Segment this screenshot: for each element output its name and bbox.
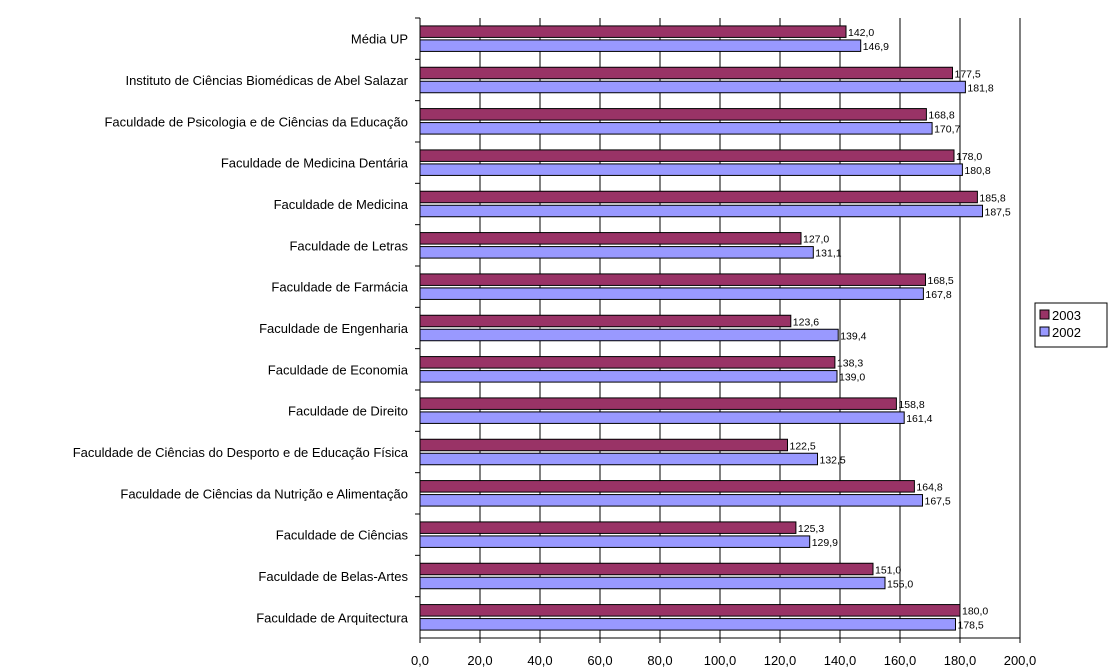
data-label-2003: 151,0 [875, 564, 901, 576]
x-tick-label: 0,0 [411, 653, 429, 668]
category-label: Faculdade de Economia [268, 362, 409, 377]
x-tick-label: 20,0 [467, 653, 492, 668]
category-label: Faculdade de Ciências do Desporto e de E… [73, 445, 409, 460]
axes [415, 17, 1021, 643]
category-label: Faculdade de Belas-Artes [258, 569, 408, 584]
data-label-2002: 181,8 [967, 82, 993, 94]
legend-label-2002: 2002 [1052, 325, 1081, 340]
category-label: Faculdade de Medicina [274, 197, 409, 212]
data-label-2003: 125,3 [798, 523, 824, 535]
bar-2003 [419, 190, 978, 204]
data-label-2003: 178,0 [956, 151, 982, 163]
data-label-2003: 123,6 [793, 316, 819, 328]
data-label-2002: 155,0 [887, 578, 913, 590]
x-tick-label: 80,0 [647, 653, 672, 668]
bar-2002 [419, 80, 966, 94]
bar-2003 [419, 356, 836, 369]
bar-2002 [419, 576, 886, 590]
bar-2002 [419, 122, 933, 135]
x-tick-label: 160,0 [884, 653, 917, 668]
x-tick-label: 60,0 [587, 653, 612, 668]
x-tick-label: 140,0 [824, 653, 857, 668]
data-label-2003: 127,0 [803, 234, 829, 246]
x-tick-label: 200,0 [1004, 653, 1037, 668]
bar-2002 [419, 494, 923, 507]
data-label-2002: 180,8 [964, 165, 990, 177]
category-label: Faculdade de Farmácia [271, 280, 408, 295]
legend-swatch-2002 [1039, 326, 1050, 337]
data-label-2003: 122,5 [790, 440, 816, 452]
data-label-2002: 129,9 [812, 537, 838, 549]
bar-2002 [419, 287, 924, 300]
category-label: Faculdade de Ciências da Nutrição e Alim… [120, 486, 408, 501]
data-label-2002: 170,7 [934, 124, 960, 136]
data-label-2003: 177,5 [955, 68, 981, 80]
data-label-2002: 161,4 [906, 413, 932, 425]
bar-2002 [419, 204, 983, 218]
category-label: Média UP [351, 32, 408, 47]
data-label-2003: 168,5 [928, 275, 954, 287]
data-label-2003: 168,8 [928, 110, 954, 122]
bar-2003 [419, 149, 955, 162]
category-labels: Média UP Instituto de Ciências Biomédicas… [73, 32, 409, 626]
x-tick-label: 100,0 [704, 653, 737, 668]
bar-2003 [419, 232, 802, 245]
bar-2003 [419, 25, 847, 38]
bar-2002 [419, 39, 862, 52]
data-label-2002: 187,5 [985, 206, 1011, 218]
data-label-2002: 167,8 [925, 289, 951, 301]
x-tick-label: 120,0 [764, 653, 797, 668]
bar-2003 [419, 273, 926, 286]
data-label-2003: 158,8 [898, 399, 924, 411]
bar-2003 [419, 480, 915, 493]
data-label-2003: 180,0 [962, 606, 988, 618]
gridlines [479, 18, 1021, 638]
data-label-2003: 138,3 [837, 358, 863, 370]
category-label: Faculdade de Medicina Dentária [221, 156, 409, 171]
bar-2002 [419, 452, 818, 466]
data-labels: 142,0 146,9 177,5 181,8 168,8 170,7 178,0 180,8… [790, 27, 1011, 632]
x-tick-label: 180,0 [944, 653, 977, 668]
legend: 2003 2002 [1034, 302, 1108, 348]
category-label: Faculdade de Engenharia [259, 321, 409, 336]
data-label-2002: 139,4 [840, 330, 866, 342]
bar-2002 [419, 618, 956, 631]
legend-label-2003: 2003 [1052, 308, 1081, 323]
data-label-2003: 185,8 [979, 192, 1005, 204]
bar-2002 [419, 411, 905, 424]
data-label-2002: 132,5 [820, 454, 846, 466]
bar-2002 [419, 328, 839, 342]
x-tick-labels: 0,0 20,0 40,0 60,0 80,0 100,0 120,0 140,0 160,0 1… [411, 653, 1036, 668]
data-label-2003: 142,0 [848, 27, 874, 39]
legend-swatch-2003 [1039, 309, 1050, 320]
bar-2002 [419, 163, 963, 176]
data-label-2002: 139,0 [839, 372, 865, 384]
bar-2003 [419, 108, 927, 121]
bar-2003 [419, 604, 961, 617]
bar-2003 [419, 562, 874, 576]
category-label: Faculdade de Letras [289, 238, 408, 253]
data-label-2002: 178,5 [958, 620, 984, 632]
category-label: Faculdade de Psicologia e de Ciências da… [104, 114, 408, 129]
bar-2003 [419, 314, 792, 328]
data-label-2002: 167,5 [925, 496, 951, 508]
bars [419, 25, 983, 631]
bar-2003 [419, 438, 788, 452]
category-label: Faculdade de Ciências [276, 528, 409, 543]
data-label-2002: 146,9 [863, 41, 889, 53]
bar-2002 [419, 246, 814, 259]
category-label: Faculdade de Direito [288, 404, 408, 419]
category-label: Instituto de Ciências Biomédicas de Abel… [125, 73, 408, 88]
data-label-2002: 131,1 [815, 248, 841, 260]
x-tick-label: 40,0 [527, 653, 552, 668]
data-label-2003: 164,8 [916, 482, 942, 494]
bar-2003 [419, 66, 953, 80]
bar-2003 [419, 397, 897, 410]
category-label: Faculdade de Arquitectura [256, 610, 409, 625]
bar-2002 [419, 535, 811, 548]
bar-2002 [419, 370, 838, 383]
bar-2003 [419, 521, 797, 534]
